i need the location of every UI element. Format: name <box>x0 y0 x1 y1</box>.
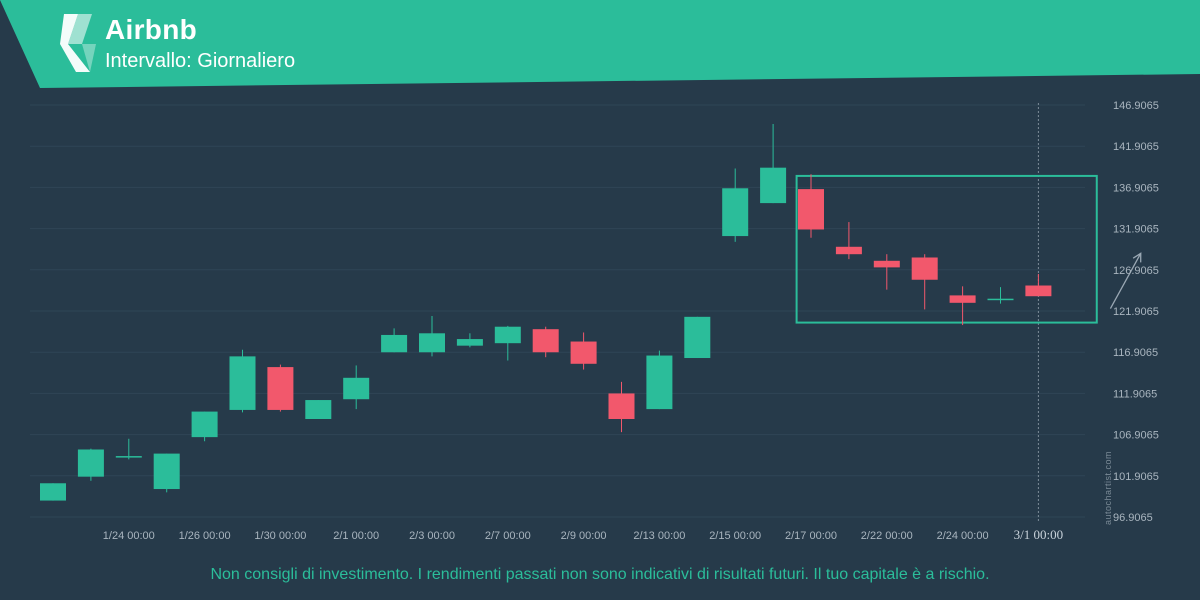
y-tick-label: 106.9065 <box>1113 430 1159 442</box>
x-tick-label: 2/1 00:00 <box>333 530 379 542</box>
y-tick-label: 136.9065 <box>1113 182 1159 194</box>
y-tick-label: 101.9065 <box>1113 471 1159 483</box>
candle-body <box>684 316 711 359</box>
candle-body <box>532 329 559 353</box>
forecast-arrow-head <box>1132 252 1142 263</box>
forecast-arrow-line <box>1109 253 1142 309</box>
x-tick-label: 1/24 00:00 <box>103 530 155 542</box>
bullish-candle <box>305 400 332 419</box>
candle-body <box>456 339 483 346</box>
bearish-candle <box>570 332 597 370</box>
bearish-candle <box>532 326 559 358</box>
candle-body <box>570 341 597 364</box>
candle-body <box>760 167 787 204</box>
y-tick-label: 126.9065 <box>1113 265 1159 277</box>
bullish-candle <box>494 325 521 361</box>
x-tick-label: 1/26 00:00 <box>179 530 231 542</box>
bullish-candle <box>684 316 711 359</box>
bearish-candle <box>835 222 862 260</box>
x-axis-ticks: 1/24 00:00 1/26 00:00 1/30 00:00 2/1 00:00 2… <box>103 527 1063 542</box>
candle-body <box>419 333 445 353</box>
x-tick-label: 2/15 00:00 <box>709 530 761 542</box>
bullish-candle <box>760 124 787 204</box>
candle-body <box>115 456 142 458</box>
candle-body <box>873 260 900 268</box>
bullish-candle <box>987 287 1014 304</box>
x-tick-label: 2/22 00:00 <box>861 530 913 542</box>
bullish-candle <box>343 365 370 410</box>
candle-body <box>343 377 370 400</box>
bearish-candle <box>949 286 976 326</box>
y-tick-label: 96.9065 <box>1113 512 1153 524</box>
autochartist-logo-icon <box>60 14 96 72</box>
y-tick-label: 111.9065 <box>1113 388 1157 400</box>
candle-body <box>987 298 1014 301</box>
candle-body <box>798 189 824 230</box>
disclaimer-text: Non consigli di investimento. I rendimen… <box>210 566 990 583</box>
x-tick-label: 2/13 00:00 <box>633 530 685 542</box>
candle-body <box>40 483 66 501</box>
bullish-candle <box>722 168 749 242</box>
candle-body <box>1025 285 1052 297</box>
bearish-candle <box>798 174 824 238</box>
y-tick-label: 141.9065 <box>1113 141 1159 153</box>
candle-body <box>949 295 976 303</box>
candle-body <box>191 411 218 438</box>
bullish-candle <box>115 438 142 460</box>
candle-body <box>911 257 938 280</box>
bullish-candle <box>646 350 673 410</box>
candle-body <box>646 355 673 410</box>
chart-title: Airbnb <box>105 14 198 45</box>
y-axis-ticks: 146.9065 141.9065 136.9065 131.9065 126.9065… <box>1113 100 1159 524</box>
candle-body <box>267 367 294 410</box>
bullish-candle <box>381 328 408 353</box>
bullish-candle <box>77 448 104 481</box>
y-tick-label: 131.9065 <box>1113 224 1159 236</box>
x-tick-label: 2/17 00:00 <box>785 530 837 542</box>
pattern-box <box>795 174 1098 324</box>
candle-body <box>722 188 749 237</box>
candle-body <box>608 393 635 419</box>
x-tick-label: 2/9 00:00 <box>561 530 607 542</box>
grid-lines <box>30 104 1085 518</box>
y-tick-label: 121.9065 <box>1113 306 1159 318</box>
forecast-arrow-layer <box>1109 252 1142 309</box>
candle-body <box>153 453 180 490</box>
bearish-candle <box>873 254 900 290</box>
candle-body <box>381 334 408 353</box>
bearish-candle <box>267 364 294 412</box>
candle-body <box>494 326 521 344</box>
candle-body <box>77 449 104 477</box>
bullish-candle <box>229 349 256 413</box>
header-banner <box>0 0 1200 88</box>
candles-layer <box>40 124 1052 501</box>
x-tick-label: 2/24 00:00 <box>937 530 989 542</box>
header-banner-shape <box>0 0 1200 88</box>
y-tick-label: 116.9065 <box>1113 347 1158 359</box>
bearish-candle <box>911 254 938 310</box>
watermark: autochartist.com <box>1103 450 1113 525</box>
bullish-candle <box>456 333 483 348</box>
bearish-candle <box>1025 273 1052 297</box>
bullish-candle <box>191 411 218 442</box>
pattern-box-layer <box>795 174 1098 324</box>
bullish-candle <box>153 453 180 493</box>
x-tick-label: 1/30 00:00 <box>254 530 306 542</box>
y-tick-label: 146.9065 <box>1113 100 1159 112</box>
bullish-candle <box>40 483 66 501</box>
candle-body <box>229 356 256 410</box>
bullish-candle <box>419 315 445 357</box>
candle-body <box>835 246 862 255</box>
x-tick-label: 3/1 00:00 <box>1014 527 1063 542</box>
x-tick-label: 2/7 00:00 <box>485 530 531 542</box>
chart-subtitle: Intervallo: Giornaliero <box>105 50 296 72</box>
candle-body <box>305 400 332 419</box>
x-tick-label: 2/3 00:00 <box>409 530 455 542</box>
bearish-candle <box>608 381 635 433</box>
